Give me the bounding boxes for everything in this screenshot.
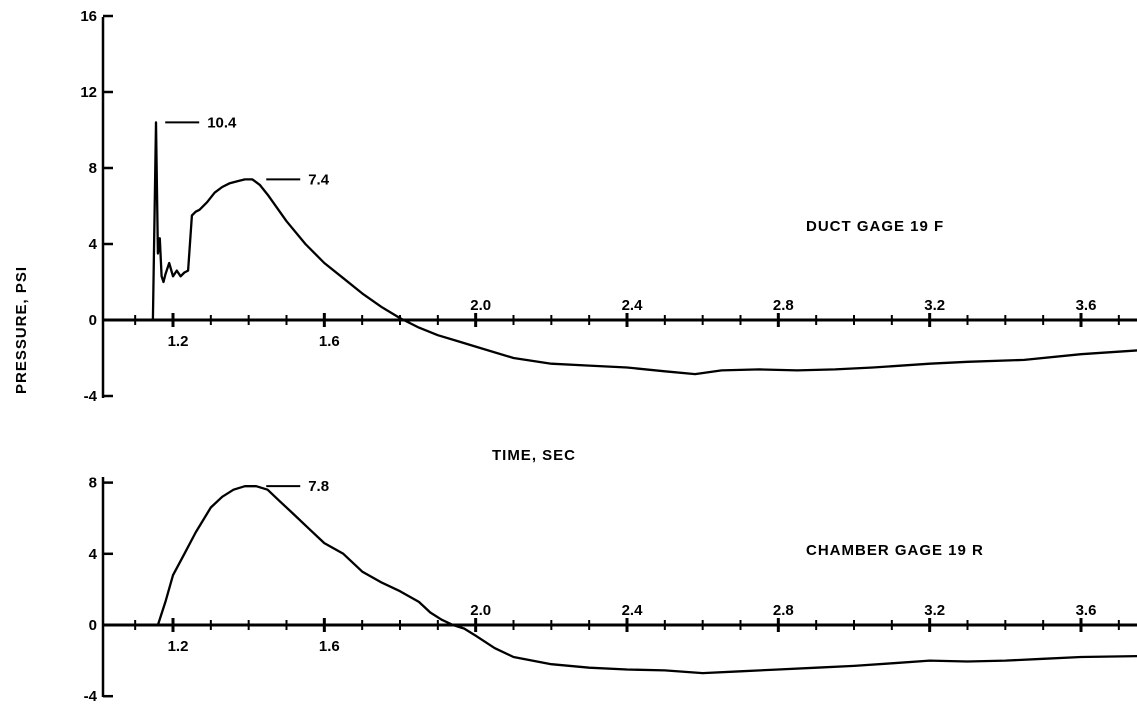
duct-y-tick-label: 16 (80, 8, 97, 25)
x-axis-label: TIME, SEC (492, 447, 576, 464)
duct-x-tick-label: 1.2 (168, 333, 189, 350)
chamber-x-tick-label: 2.0 (470, 602, 491, 619)
duct-y-tick-label: 8 (89, 160, 97, 177)
chamber-peak-annotation: 7.8 (308, 478, 329, 495)
duct-peak-annotation: 7.4 (308, 171, 330, 188)
duct-x-tick-label: 2.4 (622, 297, 644, 314)
chamber-gage-label: CHAMBER GAGE 19 R (806, 542, 984, 559)
duct-gage-label: DUCT GAGE 19 F (806, 218, 944, 235)
chamber-y-tick-label: 0 (89, 617, 97, 634)
chamber-x-tick-label: 1.6 (319, 638, 340, 655)
duct-peak-annotation: 10.4 (207, 114, 237, 131)
duct-gage-panel: -4 0 4 8 12 16 1.2 1.6 2.0 2.4 2.8 3.2 3.6 10.4 7.4 DUC… (80, 8, 1137, 405)
chamber-x-tick-label: 3.6 (1076, 602, 1097, 619)
chamber-y-tick-label: 8 (89, 475, 97, 492)
chamber-x-tick-label: 2.8 (773, 602, 794, 619)
duct-x-tick-label: 1.6 (319, 333, 340, 350)
duct-x-tick-label: 3.2 (924, 297, 945, 314)
duct-x-tick-label: 2.8 (773, 297, 794, 314)
chamber-x-tick-label: 3.2 (924, 602, 945, 619)
duct-y-tick-label: 4 (89, 236, 98, 253)
duct-y-tick-label: -4 (84, 388, 98, 405)
duct-x-tick-label: 3.6 (1076, 297, 1097, 314)
duct-y-tick-label: 0 (89, 312, 97, 329)
chamber-pressure-trace (156, 485, 1137, 675)
chamber-y-tick-label: 4 (89, 546, 98, 563)
duct-pressure-trace (151, 121, 1137, 376)
chamber-y-tick-label: -4 (84, 688, 98, 705)
chamber-x-tick-label: 2.4 (622, 602, 644, 619)
y-axis-label: PRESSURE, PSI (13, 266, 30, 394)
duct-x-tick-label: 2.0 (470, 297, 491, 314)
chamber-x-tick-label: 1.2 (168, 638, 189, 655)
chamber-gage-panel: -4 0 4 8 1.2 1.6 2.0 2.4 2.8 3.2 3.6 7.8 CHAMBER GAG… (84, 475, 1137, 705)
duct-y-tick-label: 12 (80, 84, 97, 101)
